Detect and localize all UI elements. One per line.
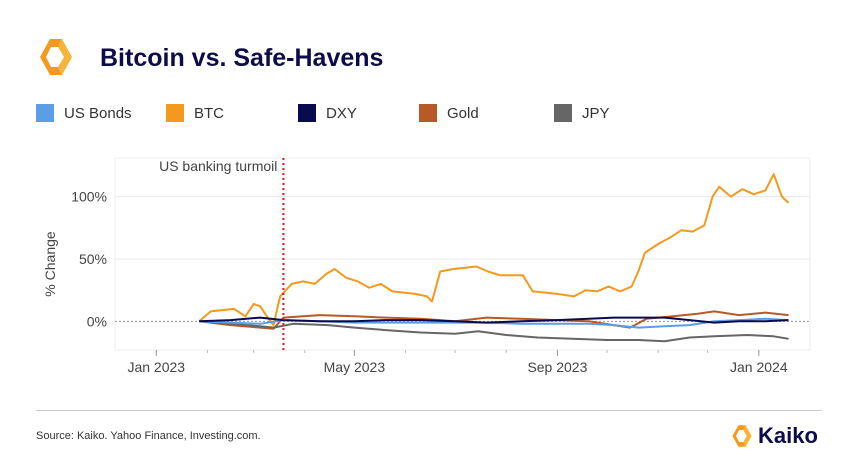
legend-label: BTC bbox=[194, 104, 224, 122]
legend-item-btc: BTC bbox=[166, 104, 224, 122]
y-tick-label: 0% bbox=[87, 313, 107, 329]
legend-item-gold: Gold bbox=[419, 104, 479, 122]
y-tick-label: 50% bbox=[79, 251, 107, 267]
legend-label: US Bonds bbox=[64, 104, 132, 122]
kaiko-mark-icon bbox=[732, 425, 752, 447]
x-tick-label: May 2023 bbox=[324, 359, 386, 375]
legend-swatch bbox=[166, 104, 184, 122]
legend-item-us-bonds: US Bonds bbox=[36, 104, 132, 122]
x-tick-label: Jan 2024 bbox=[730, 359, 788, 375]
legend-swatch bbox=[298, 104, 316, 122]
legend-item-jpy: JPY bbox=[554, 104, 610, 122]
source-note: Source: Kaiko. Yahoo Finance, Investing.… bbox=[36, 430, 261, 442]
legend-label: DXY bbox=[326, 104, 357, 122]
legend-swatch bbox=[419, 104, 437, 122]
kaiko-logo-icon bbox=[40, 39, 72, 75]
legend-item-dxy: DXY bbox=[298, 104, 357, 122]
chart-title: Bitcoin vs. Safe-Havens bbox=[100, 44, 384, 72]
plot-frame bbox=[114, 157, 811, 351]
legend-label: Gold bbox=[447, 104, 479, 122]
series-line-btc bbox=[198, 173, 790, 327]
y-tick-label: 100% bbox=[71, 189, 107, 205]
series-line-jpy bbox=[199, 320, 789, 343]
event-annotation-label: US banking turmoil bbox=[159, 158, 277, 174]
brand-logo: Kaiko bbox=[730, 423, 818, 449]
line-chart: 0% 50% 100% Jan 2023 May 2023 Sep 2023 Jan 202… bbox=[42, 157, 811, 375]
legend-swatch bbox=[554, 104, 572, 122]
footer-divider bbox=[36, 410, 822, 411]
legend-label: JPY bbox=[582, 104, 610, 122]
x-tick-label: Sep 2023 bbox=[527, 359, 587, 375]
series-line-dxy bbox=[199, 316, 789, 324]
brand-name: Kaiko bbox=[758, 423, 818, 448]
y-axis-label: % Change bbox=[42, 231, 58, 297]
legend-swatch bbox=[36, 104, 54, 122]
x-tick-label: Jan 2023 bbox=[127, 359, 185, 375]
